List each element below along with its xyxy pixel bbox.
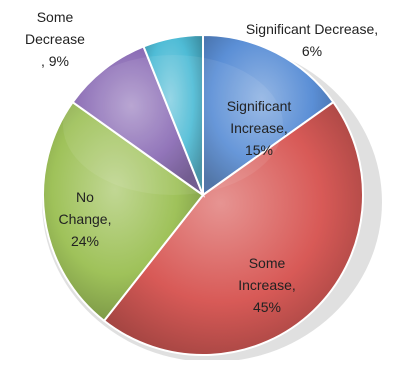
slice-label-some-decrease: Some Decrease , 9%: [25, 9, 85, 69]
slice-label-no-change: No Change, 24%: [58, 189, 112, 249]
pie-slice-some-decrease: [71, 45, 206, 198]
pie-slices: [42, 33, 364, 356]
slice-label-significant-increase: Significant Increase, 15%: [226, 98, 292, 158]
pie-slice-no-change: [42, 100, 205, 323]
pie-slice-significant-decrease: [142, 33, 204, 196]
slice-label-significant-decrease: Significant Decrease, 6%: [245, 21, 379, 59]
pie-highlight: [63, 55, 283, 195]
pie-slice-significant-increase: [202, 33, 335, 197]
slice-label-some-increase: Some Increase, 45%: [238, 255, 296, 315]
pie-slice-some-increase: [102, 100, 364, 356]
